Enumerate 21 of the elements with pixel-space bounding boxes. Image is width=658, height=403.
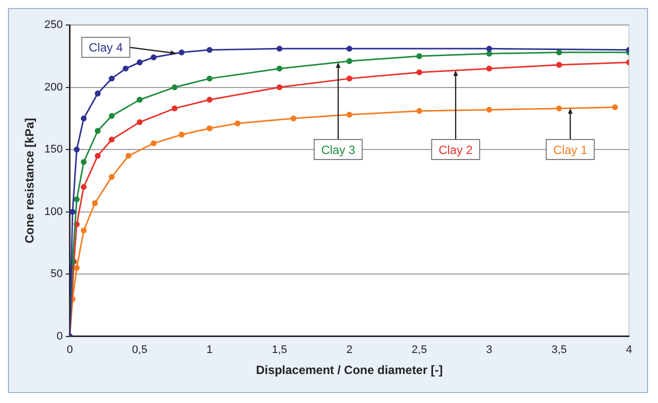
y-tick-label: 50	[50, 268, 63, 280]
x-axis-title: Displacement / Cone diameter [-]	[256, 363, 443, 378]
text: Clay 1	[553, 142, 588, 157]
x-tick-label: 2,5	[412, 344, 427, 356]
y-tick-label: 150	[44, 144, 63, 156]
x-tick-label: 3	[486, 344, 492, 356]
text: Clay 3	[321, 142, 356, 157]
x-tick-label: 3,5	[551, 344, 567, 356]
x-tick-label: 1,5	[272, 344, 288, 356]
x-tick-label: 0	[66, 344, 73, 356]
y-tick-label: 100	[44, 206, 63, 218]
y-axis-title: Cone resistance [kPa]	[22, 118, 37, 244]
x-tick-label: 1	[206, 344, 213, 356]
x-tick-label: 0,5	[132, 344, 148, 356]
y-tick-label: 200	[44, 81, 63, 94]
y-tick-label: 250	[44, 19, 63, 32]
x-tick-label: 2	[346, 344, 352, 356]
x-tick-label: 4	[626, 344, 632, 356]
y-tick-label: 0	[56, 330, 63, 342]
text: Clay 2	[438, 142, 473, 157]
series-label: Clay 4	[88, 40, 124, 55]
